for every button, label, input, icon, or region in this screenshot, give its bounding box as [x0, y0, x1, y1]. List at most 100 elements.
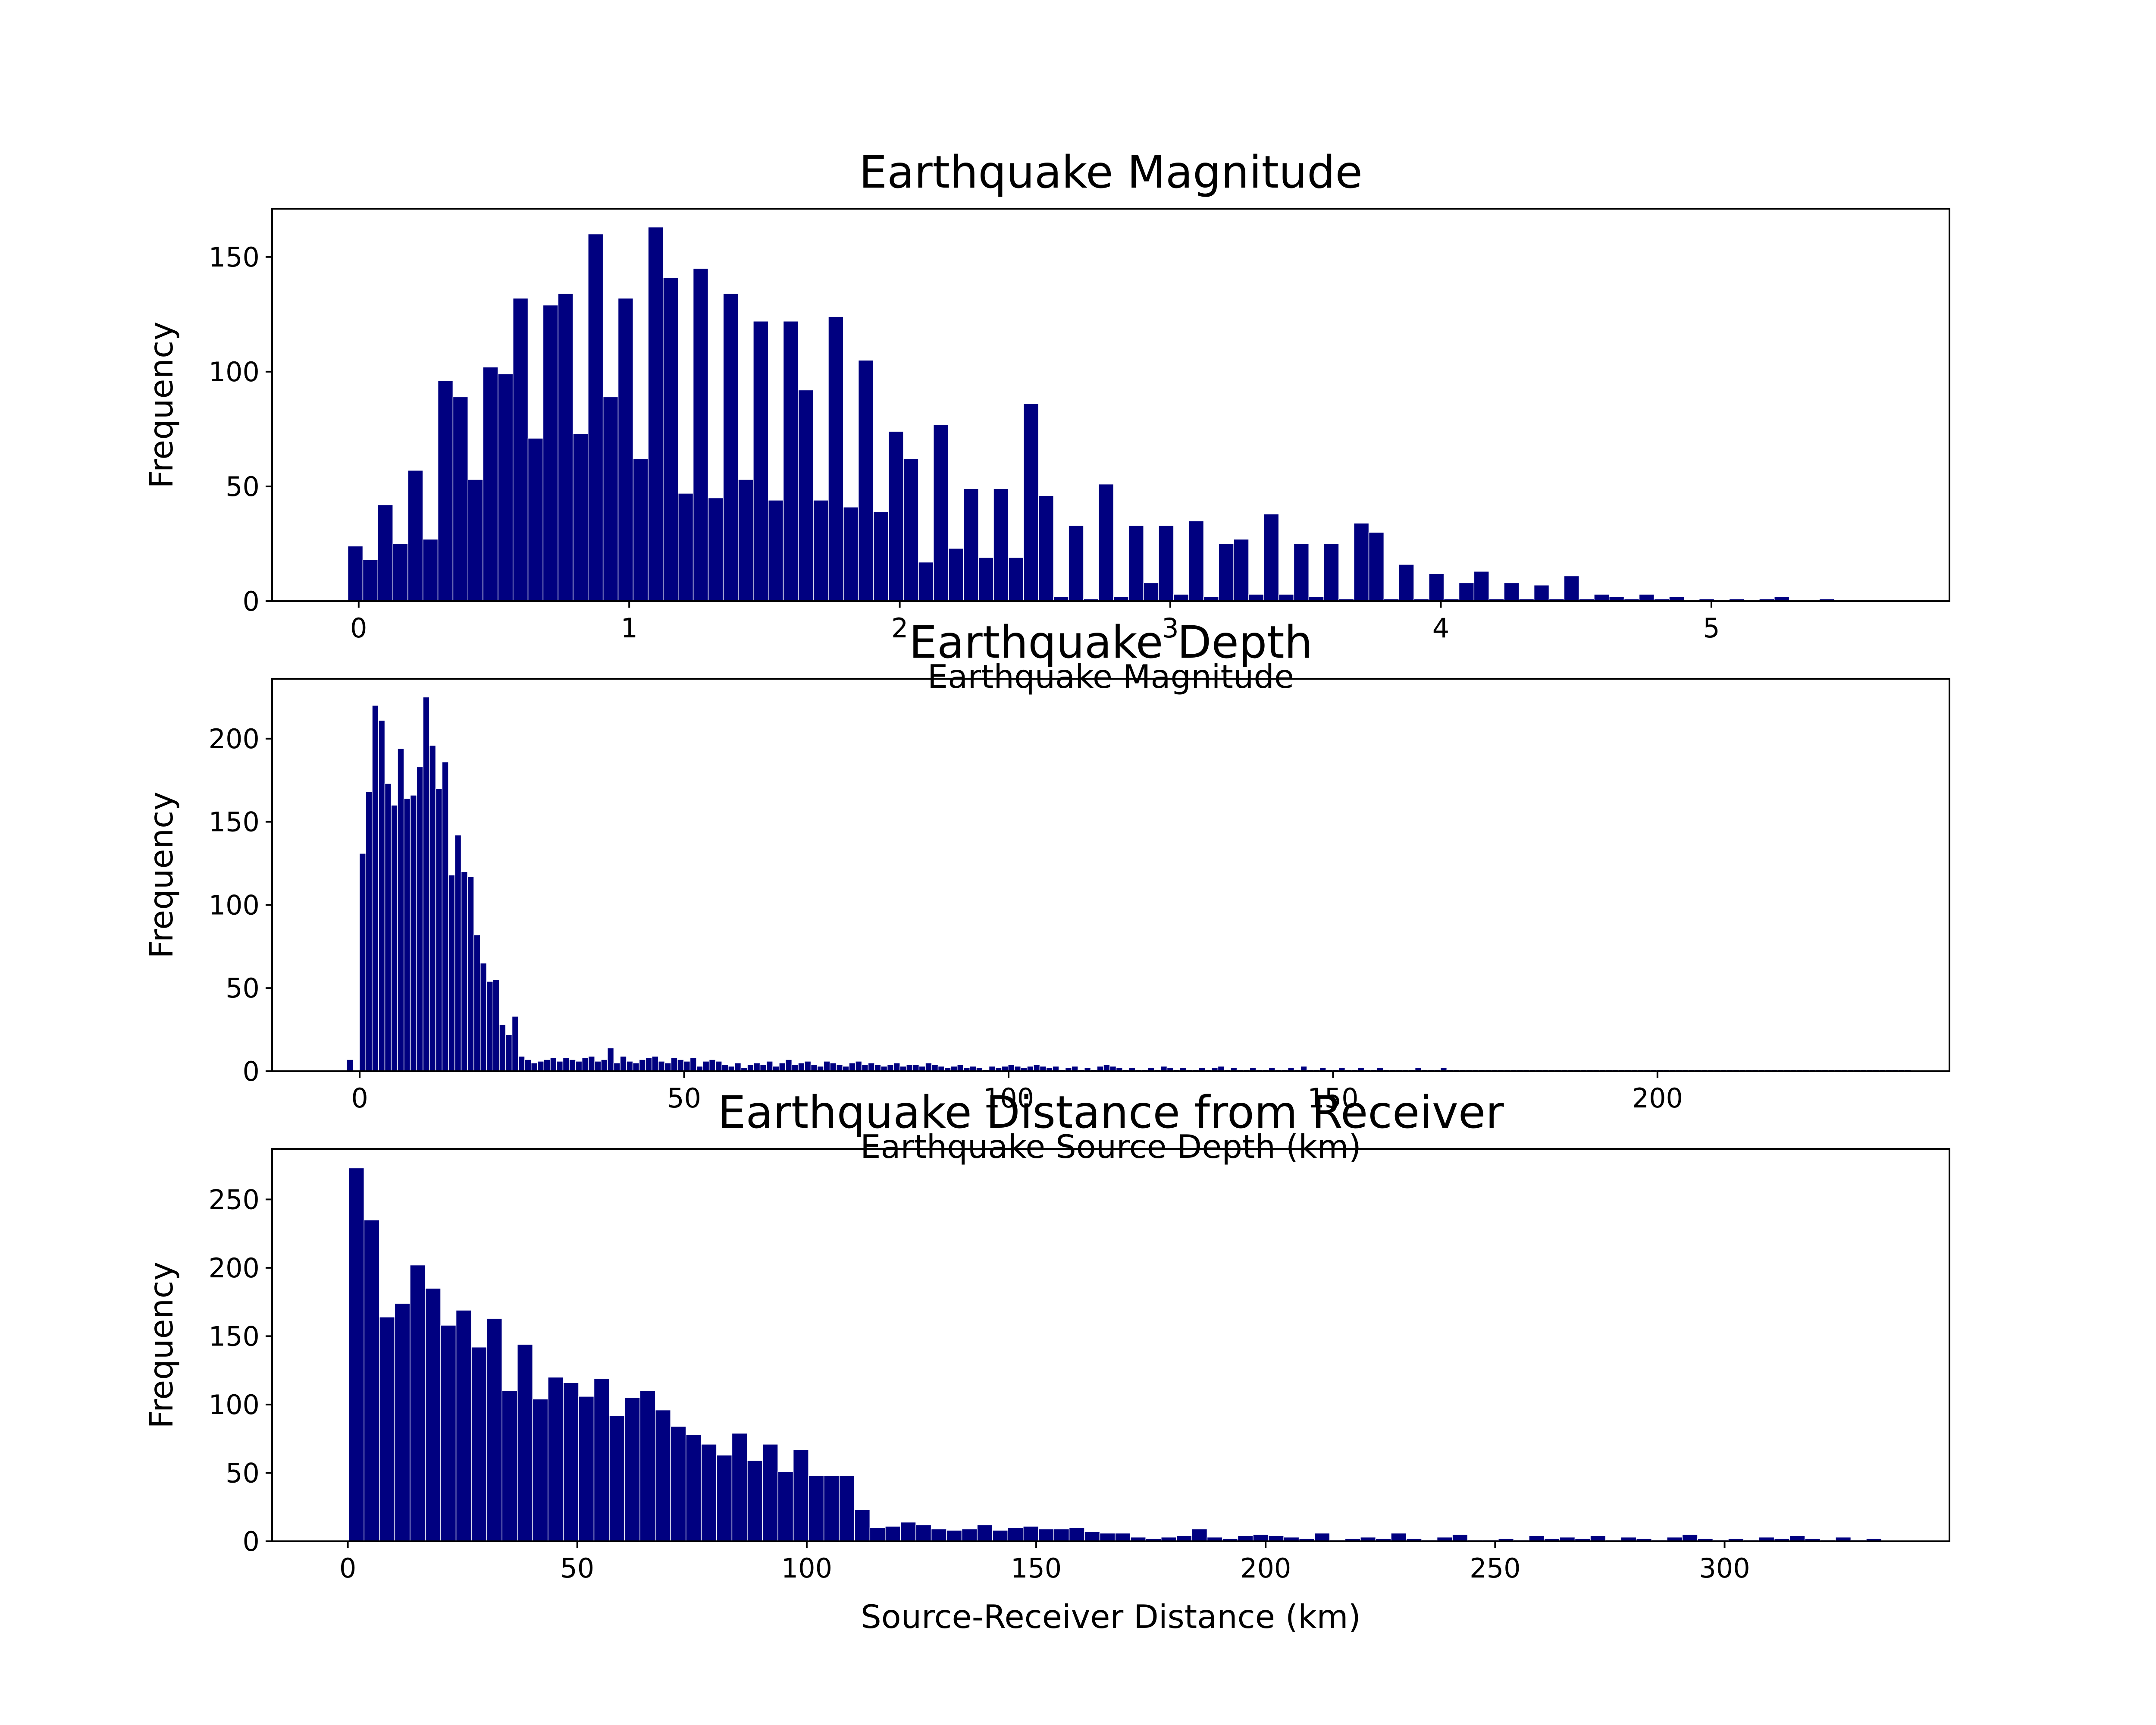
distance-bar	[1069, 1527, 1085, 1542]
distance-x-tick-label: 250	[1470, 1552, 1520, 1584]
distance-bar	[486, 1318, 502, 1542]
depth-bar	[639, 1059, 646, 1072]
distance-x-tick-label: 300	[1699, 1552, 1750, 1584]
magnitude-bar	[1533, 584, 1550, 602]
distance-bar	[471, 1347, 487, 1542]
depth-bar	[798, 1062, 805, 1072]
distance-bar	[869, 1527, 886, 1542]
depth-bar	[537, 1061, 544, 1072]
magnitude-bar	[423, 539, 439, 602]
depth-bar	[823, 1061, 830, 1072]
distance-bar	[701, 1444, 717, 1542]
magnitude-x-tick-label: 0	[350, 612, 367, 644]
distance-bar	[747, 1460, 763, 1542]
magnitude-bar	[483, 367, 498, 602]
distance-bar	[931, 1528, 947, 1542]
magnitude-bar	[1398, 564, 1414, 602]
depth-bar	[448, 875, 455, 1072]
distance-bar	[793, 1449, 809, 1542]
depth-bar	[461, 871, 468, 1072]
depth-bar	[346, 1059, 354, 1072]
magnitude-x-ticks: 0 1 2 3 4 5	[350, 601, 1720, 644]
depth-y-tick-label: 200	[209, 723, 260, 755]
magnitude-bar	[1323, 543, 1339, 602]
depth-bar	[671, 1057, 678, 1072]
distance-bar	[364, 1220, 380, 1542]
distance-x-tick-label: 100	[781, 1552, 832, 1584]
distance-bar	[1038, 1528, 1054, 1542]
depth-bar	[893, 1062, 900, 1072]
distance-bar	[716, 1455, 733, 1542]
magnitude-x-tick-label: 4	[1432, 612, 1449, 644]
magnitude-bar	[918, 561, 934, 602]
distance-bar	[624, 1397, 640, 1542]
distance-bar	[670, 1426, 686, 1542]
magnitude-bar	[1504, 582, 1520, 602]
magnitude-bar	[1158, 525, 1174, 602]
distance-bar	[425, 1288, 441, 1542]
magnitude-chart-title: Earthquake Magnitude	[859, 147, 1363, 198]
depth-bar	[581, 1057, 589, 1072]
magnitude-bar	[617, 298, 634, 602]
depth-bar	[810, 1064, 818, 1072]
depth-bar	[620, 1056, 627, 1072]
distance-bar	[1007, 1527, 1024, 1542]
magnitude-bar	[663, 277, 679, 602]
magnitude-bar	[512, 298, 529, 602]
distance-bar	[854, 1509, 871, 1542]
magnitude-bar	[768, 500, 784, 602]
magnitude-y-tick-label: 0	[243, 586, 260, 617]
magnitude-bar	[407, 470, 423, 602]
magnitude-bar	[738, 479, 754, 602]
distance-y-ticks: 0 50 100 150 200 250	[209, 1184, 272, 1557]
depth-bar	[359, 853, 367, 1072]
magnitude-bar	[347, 546, 364, 602]
magnitude-bar	[498, 373, 514, 602]
depth-bar	[957, 1064, 964, 1072]
depth-bar	[594, 1061, 602, 1072]
distance-x-tick-label: 200	[1240, 1552, 1291, 1584]
depth-bar	[766, 1061, 773, 1072]
depth-bar	[511, 1016, 519, 1072]
depth-y-axis-label: Frequency	[142, 791, 180, 958]
magnitude-bar	[1594, 594, 1610, 602]
depth-bar	[556, 1061, 564, 1072]
distance-bar	[731, 1433, 748, 1542]
distance-bar	[1099, 1533, 1116, 1542]
magnitude-bar	[723, 293, 739, 602]
depth-bar	[550, 1057, 557, 1072]
magnitude-bar	[828, 316, 844, 602]
distance-x-tick-label: 150	[1011, 1552, 1062, 1584]
distance-y-tick-label: 0	[243, 1526, 260, 1557]
magnitude-y-tick-label: 50	[226, 471, 260, 502]
magnitude-bar	[798, 389, 814, 602]
magnitude-bar	[843, 507, 859, 602]
panel-depth: 0 50 100 150 200 0 50 100 150 200 Earthquake Dep…	[142, 617, 1950, 1166]
depth-bar	[715, 1061, 722, 1072]
depth-bar	[689, 1057, 697, 1072]
depth-bar	[887, 1064, 894, 1072]
depth-bar	[683, 1061, 691, 1072]
distance-y-tick-label: 50	[226, 1457, 260, 1489]
depth-y-tick-label: 50	[226, 972, 260, 1004]
depth-bar	[626, 1061, 633, 1072]
distance-y-tick-label: 100	[209, 1389, 260, 1421]
distance-bar	[455, 1310, 472, 1542]
depth-bar	[384, 783, 392, 1072]
depth-bar	[429, 745, 436, 1072]
depth-x-tick-label: 150	[1307, 1082, 1358, 1114]
magnitude-x-tick-label: 3	[1162, 612, 1178, 644]
magnitude-bar	[1293, 543, 1310, 602]
depth-bar	[613, 1062, 620, 1072]
depth-bar	[486, 981, 493, 1072]
magnitude-bar	[753, 321, 769, 602]
distance-bar	[379, 1317, 395, 1542]
depth-bar	[652, 1056, 659, 1072]
depth-bar	[931, 1064, 939, 1072]
distance-chart-title: Earthquake Distance from Receiver	[718, 1087, 1504, 1138]
distance-bar	[548, 1377, 564, 1542]
distance-x-tick-label: 50	[560, 1552, 594, 1584]
magnitude-bar	[527, 438, 544, 602]
depth-bar	[779, 1062, 786, 1072]
depth-bar	[473, 935, 481, 1072]
